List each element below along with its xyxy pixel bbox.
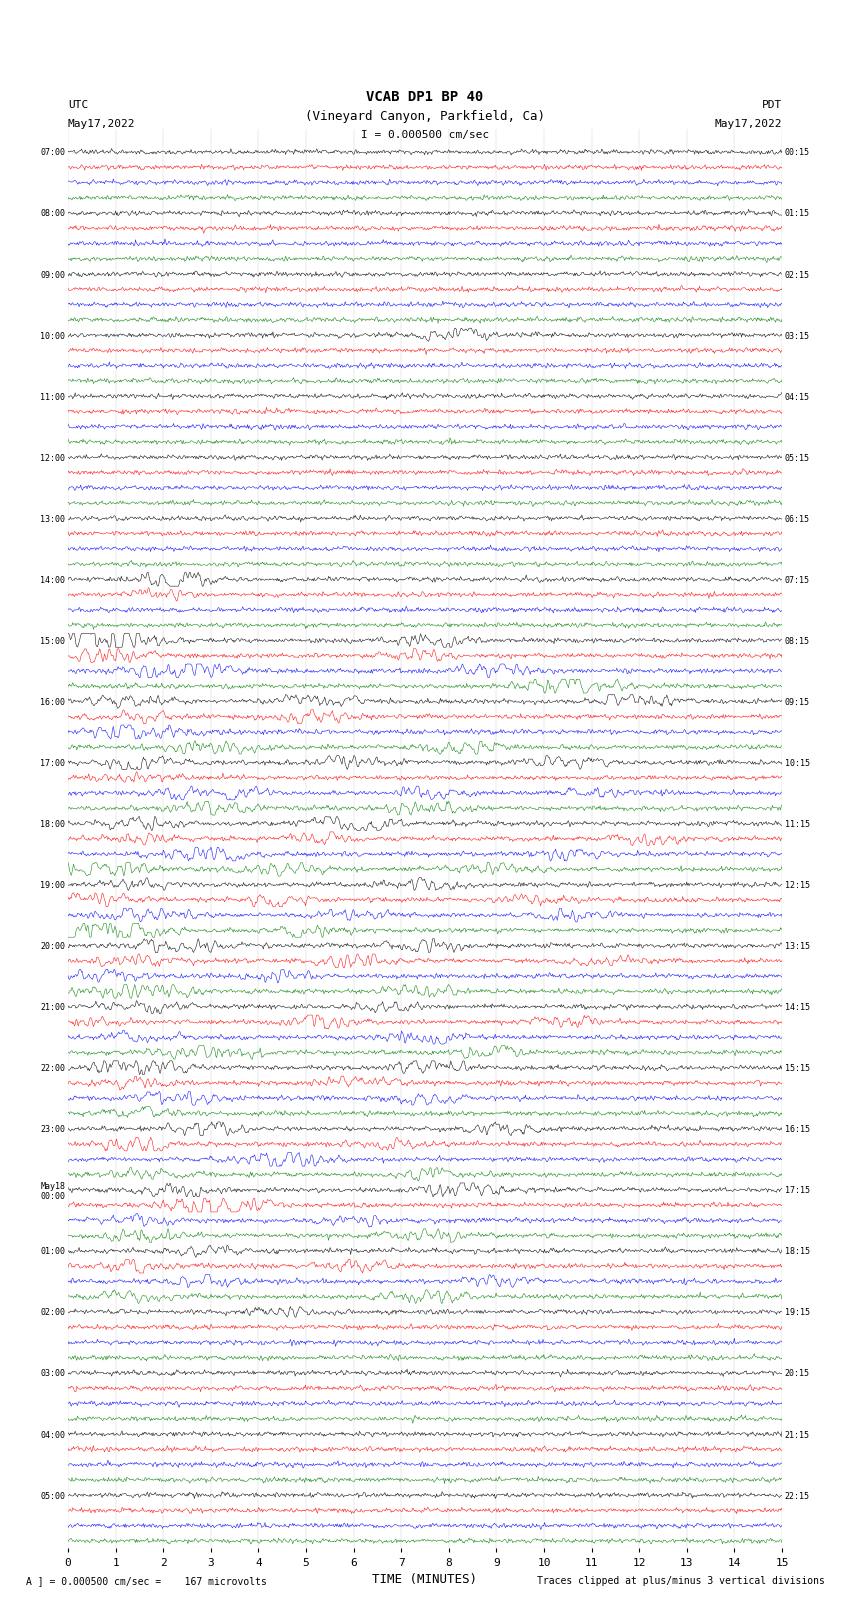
Text: (Vineyard Canyon, Parkfield, Ca): (Vineyard Canyon, Parkfield, Ca) [305, 110, 545, 123]
X-axis label: TIME (MINUTES): TIME (MINUTES) [372, 1573, 478, 1586]
Text: May17,2022: May17,2022 [68, 119, 135, 129]
Text: PDT: PDT [762, 100, 782, 110]
Text: A ] = 0.000500 cm/sec =    167 microvolts: A ] = 0.000500 cm/sec = 167 microvolts [26, 1576, 266, 1586]
Text: UTC: UTC [68, 100, 88, 110]
Text: I = 0.000500 cm/sec: I = 0.000500 cm/sec [361, 131, 489, 140]
Text: Traces clipped at plus/minus 3 vertical divisions: Traces clipped at plus/minus 3 vertical … [536, 1576, 824, 1586]
Text: VCAB DP1 BP 40: VCAB DP1 BP 40 [366, 90, 484, 103]
Text: May17,2022: May17,2022 [715, 119, 782, 129]
